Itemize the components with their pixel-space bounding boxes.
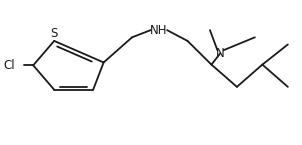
Text: S: S — [50, 27, 58, 40]
Text: N: N — [216, 47, 225, 60]
Text: Cl: Cl — [4, 59, 15, 72]
Text: NH: NH — [150, 24, 168, 37]
